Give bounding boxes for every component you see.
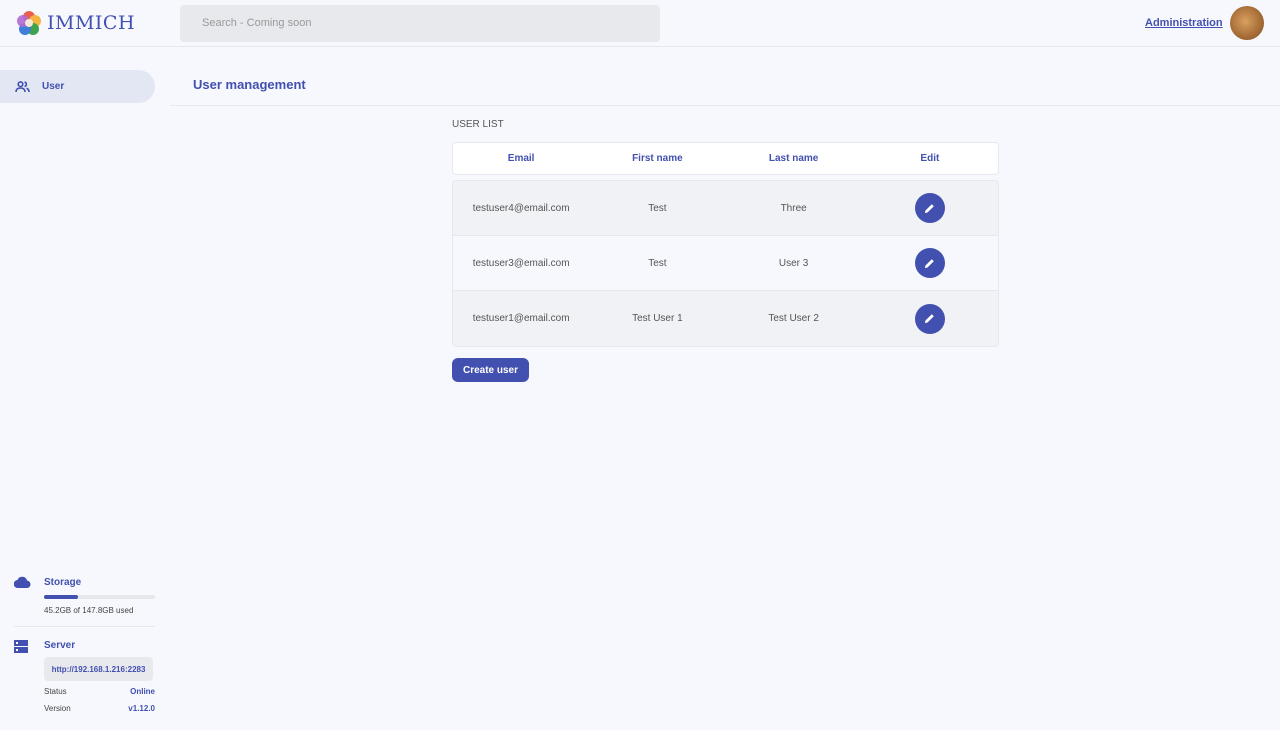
table-header: Email First name Last name Edit	[452, 142, 999, 175]
pencil-icon	[925, 203, 935, 213]
immich-logo-icon	[17, 11, 41, 35]
divider	[170, 105, 1280, 106]
cell-first-name: Test User 1	[632, 313, 683, 324]
cell-email: testuser1@email.com	[472, 313, 570, 324]
app-name: IMMICH	[47, 12, 136, 34]
users-icon	[15, 80, 30, 92]
user-table: testuser4@email.com Test Three testuser3…	[452, 180, 999, 347]
column-first-name: First name	[632, 153, 683, 164]
pencil-icon	[925, 258, 935, 268]
avatar[interactable]	[1230, 6, 1264, 40]
storage-progress-fill	[44, 595, 78, 599]
column-edit: Edit	[920, 153, 940, 164]
table-row: testuser4@email.com Test Three	[453, 181, 998, 236]
divider	[14, 626, 155, 627]
version-label: Version	[44, 704, 71, 713]
cell-email: testuser4@email.com	[472, 202, 570, 214]
edit-user-button[interactable]	[914, 193, 945, 223]
server-url: http://192.168.1.216:2283	[44, 657, 153, 681]
search-input[interactable]: Search - Coming soon	[180, 5, 660, 42]
column-last-name: Last name	[768, 153, 819, 164]
top-bar: IMMICH Search - Coming soon Administrati…	[0, 0, 1280, 47]
cell-last-name: Three	[780, 202, 807, 214]
storage-progress-bar	[44, 595, 155, 599]
server-status: Status Online	[44, 687, 155, 696]
storage-used-text: 45.2GB of 147.8GB used	[44, 606, 134, 615]
storage-title: Storage	[44, 577, 82, 588]
edit-user-button[interactable]	[914, 248, 945, 278]
table-row: testuser3@email.com Test User 3	[453, 236, 998, 291]
cell-first-name: Test	[648, 202, 667, 214]
server-title: Server	[44, 640, 76, 651]
version-value: v1.12.0	[128, 704, 155, 713]
logo[interactable]: IMMICH	[16, 10, 135, 36]
create-user-button[interactable]: Create user	[452, 358, 529, 382]
edit-user-button[interactable]	[914, 303, 945, 334]
user-list-label: USER LIST	[452, 119, 504, 130]
status-label: Status	[44, 687, 67, 696]
server-version: Version v1.12.0	[44, 704, 155, 713]
cell-last-name: Test User 2	[768, 313, 819, 324]
table-row: testuser1@email.com Test User 1 Test Use…	[453, 291, 998, 346]
page-title: User management	[193, 77, 306, 92]
sidebar-item-user[interactable]: User	[0, 70, 155, 103]
cell-email: testuser3@email.com	[472, 257, 570, 269]
status-value: Online	[130, 687, 155, 696]
cell-first-name: Test	[648, 257, 667, 269]
administration-link[interactable]: Administration	[1145, 17, 1223, 29]
cell-last-name: User 3	[778, 257, 809, 269]
cloud-icon	[14, 576, 31, 588]
sidebar-item-label: User	[42, 81, 65, 92]
pencil-icon	[925, 314, 935, 324]
column-email: Email	[507, 153, 535, 164]
server-icon	[14, 640, 28, 653]
